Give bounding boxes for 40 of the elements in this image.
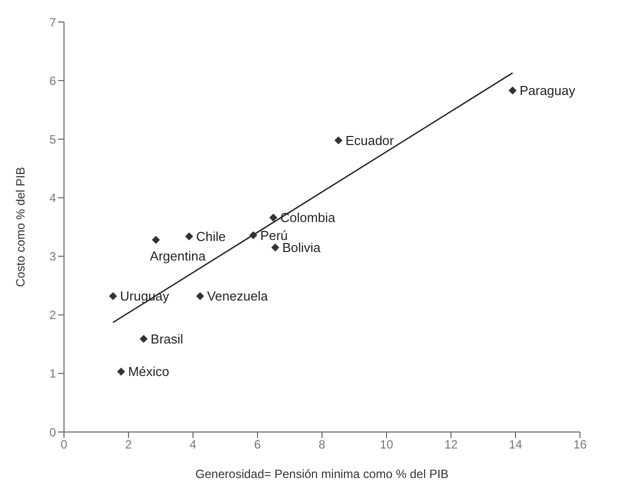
point [152,236,160,244]
x-tick-label: 16 [573,438,587,452]
x-tick-label: 8 [318,438,326,452]
x-tick-label: 14 [508,438,522,452]
point [334,136,342,144]
x-tick-label: 0 [60,438,68,452]
x-axis-title: Generosidad= Pensión minima como % del PIB [195,467,449,481]
y-tick-label: 5 [49,132,56,146]
y-tick-label: 7 [49,15,56,30]
x-tick-label: 4 [190,438,197,452]
annotation: Paraguay [520,83,576,98]
x-tick-label: 10 [380,438,394,452]
point [117,368,126,376]
point [140,334,148,343]
annotation: México [128,364,170,380]
point [269,214,278,222]
y-tick-label: 6 [49,74,56,88]
y-tick-label: 2 [49,308,56,322]
x-tick-label: 2 [125,438,132,452]
annotation: Chile [196,228,226,244]
y-tick-label: 4 [49,190,56,205]
point [196,292,204,300]
annotation: Ecuador [345,132,395,148]
point [249,231,258,240]
x-tick-label: 6 [254,438,262,452]
point [508,86,517,95]
annotation: Brasil [150,331,184,346]
annotation: Bolivia [282,240,322,256]
x-tick-label: 12 [444,438,458,452]
annotation: Venezuela [207,288,269,304]
point [109,292,118,300]
point [271,244,280,252]
annotation: Argentina [150,248,206,264]
annotation: Colombia [280,210,336,226]
y-tick-label: 1 [49,366,56,381]
y-axis-title: Costo como % del PIB [13,166,28,288]
annotation: Perú [260,228,288,243]
y-tick-label: 0 [49,425,56,440]
y-tick-label: 3 [49,250,56,264]
point [185,232,194,240]
